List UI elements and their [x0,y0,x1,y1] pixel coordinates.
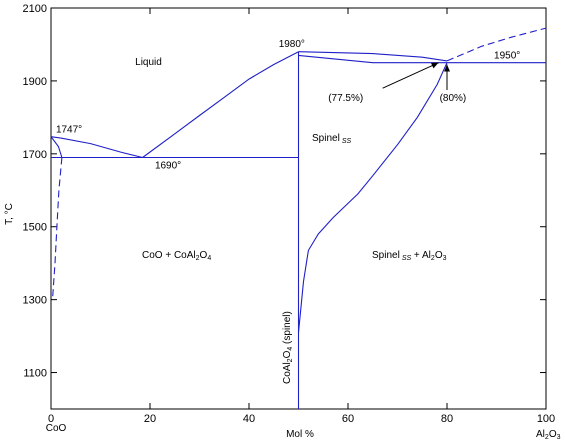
phase-boundary-7 [297,62,448,333]
arrows [382,62,450,91]
phase-label-coo-coal2o4: CoO + CoAl2O4 [142,250,211,262]
annotation-t1980: 1980° [279,39,305,50]
tick-labels: 0 20 40 60 80 100 1100 1300 1500 1700 1900 2100 [23,3,556,425]
phase-label-coal2o4-spinel-vertical: CoAl2O4 (spinel) [282,311,294,384]
annotation-t1690: 1690° [155,160,181,171]
arrow-head-2 [444,64,450,72]
y-tick-label: 1500 [23,222,47,234]
x-tick-label: 60 [342,413,354,425]
arrow-line-1 [382,62,439,89]
phase-label-spinel-al2o3: Spinel SS + Al2O3 [372,250,447,262]
phase-boundary-9 [51,157,63,300]
annotation-liquid: Liquid [135,57,162,68]
x-tick-label: 40 [243,413,255,425]
phase-boundary-8 [50,136,63,158]
phase-label-spinel-ss: Spinel SS [312,133,351,145]
phase-boundary-4 [298,54,546,64]
arrow-head-1 [430,62,439,69]
y-tick-label: 1300 [23,295,47,307]
phase-boundary-1 [50,136,143,159]
x-right-end-label: Al2O3 [536,429,561,441]
x-tick-label: 20 [144,413,156,425]
y-tick-label: 1700 [23,149,47,161]
x-left-end-label: CoO [46,423,67,434]
annotation-p775: (77.5%) [328,93,363,104]
x-tick-label: 100 [537,413,555,425]
y-tick-label: 1900 [23,76,47,88]
annotations: Liquid 1980° 1950° 1747° 1690° (77.5%) (80%) [56,39,520,171]
annotation-t1950: 1950° [494,50,520,61]
y-axis-label: T, °C [4,203,15,225]
annotation-p80: (80%) [440,93,467,104]
phase-boundaries [50,27,547,409]
x-axis-label: Mol % [286,429,314,440]
y-tick-label: 1100 [23,368,47,380]
phase-boundary-2 [142,51,299,158]
x-tick-label: 80 [441,413,453,425]
y-tick-label: 2100 [23,3,47,15]
annotation-t1747: 1747° [56,125,82,136]
phase-boundary-3 [298,51,448,62]
x-tick-label: 0 [48,413,54,425]
